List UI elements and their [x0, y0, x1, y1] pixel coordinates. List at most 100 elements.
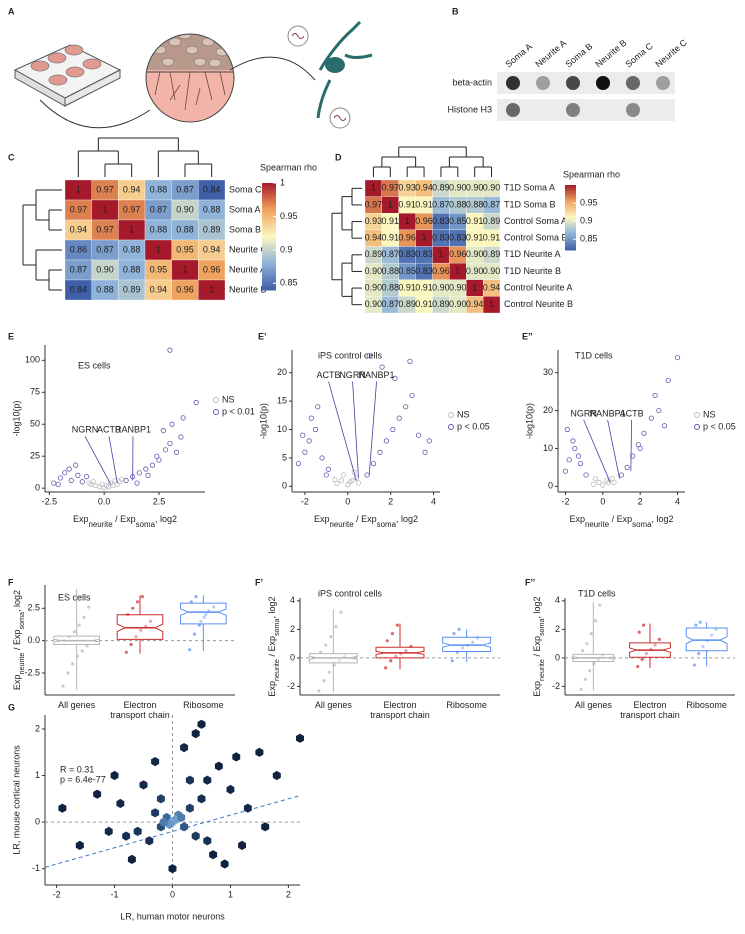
annotation: p = 6.4e-77 — [60, 774, 106, 784]
cell-label: 0.88 — [96, 284, 114, 294]
axis-label-part: soma — [17, 612, 26, 630]
axis-label: -log10(p) — [258, 403, 268, 439]
panel-label: F — [8, 577, 14, 587]
colorbar-title: Spearman rho — [260, 162, 317, 172]
x-tick-label: All genes — [574, 700, 612, 710]
data-point — [57, 475, 63, 481]
colorbar-step — [565, 225, 576, 228]
data-point — [366, 353, 372, 359]
axis-label: Expneurite / Expsoma, log2 — [73, 514, 177, 528]
data-point — [392, 375, 398, 381]
colorbar-step — [565, 230, 576, 233]
x-tick-label: 4 — [431, 496, 436, 506]
data-point — [390, 632, 394, 636]
hexbin-cell — [139, 780, 148, 790]
data-point — [379, 364, 385, 370]
colorbar-step — [262, 217, 276, 221]
chart-title: iPS control cells — [318, 350, 383, 360]
data-point — [384, 666, 388, 670]
cell-label: 0.95 — [176, 244, 194, 254]
data-point — [317, 689, 321, 693]
y-tick-label: -2.5 — [24, 667, 40, 677]
cell-label: 0.91 — [466, 216, 484, 226]
y-tick-label: 5 — [282, 452, 287, 462]
data-point — [422, 449, 428, 455]
colorbar-step — [565, 206, 576, 209]
cell-label: 0.89 — [432, 183, 450, 193]
legend-label: p < 0.01 — [222, 406, 255, 416]
hexbin-cell — [168, 864, 177, 874]
data-point — [99, 481, 105, 487]
data-point — [308, 415, 314, 421]
cell-label: 0.90 — [365, 282, 383, 292]
legend-marker — [213, 409, 219, 415]
panel-label: E’ — [258, 331, 267, 341]
colorbar-step — [262, 220, 276, 224]
cell-label: 0.89 — [203, 224, 221, 234]
cell-label: 0.91 — [415, 299, 433, 309]
blot-row-label: beta-actin — [452, 77, 492, 87]
colorbar-step — [565, 196, 576, 199]
data-point — [385, 639, 389, 643]
data-point — [61, 684, 65, 688]
data-point — [665, 377, 671, 383]
data-point — [55, 481, 61, 487]
colorbar-step — [565, 217, 576, 220]
legend-marker — [694, 424, 700, 430]
cell-label: 0.91 — [398, 199, 416, 209]
x-tick-label: 4 — [675, 496, 680, 506]
data-point — [370, 460, 377, 467]
plate-side — [64, 69, 121, 107]
data-point — [579, 687, 583, 691]
colorbar-step — [262, 247, 276, 251]
cell-label: 0.93 — [365, 216, 383, 226]
data-point — [68, 477, 74, 484]
data-point — [697, 652, 701, 656]
colorbar-step — [262, 204, 276, 208]
hexbin-cell — [261, 822, 270, 832]
axis-label-part: Exp — [267, 681, 277, 697]
data-point — [148, 619, 153, 623]
blot-column-label: Soma A — [503, 41, 534, 69]
cell-label: 0.95 — [150, 264, 168, 274]
colorbar-step — [565, 202, 576, 205]
chart-title: ES cells — [58, 592, 91, 602]
data-point — [624, 464, 630, 470]
x-tick-label: -1 — [111, 889, 119, 899]
data-point — [162, 447, 169, 453]
panel-label: B — [452, 6, 459, 16]
cell-label: 0.91 — [483, 233, 501, 243]
panel-label: F’ — [255, 577, 263, 587]
colorbar-step — [565, 224, 576, 227]
y-tick-label: 2 — [35, 723, 40, 733]
cell-label: 0.91 — [382, 216, 400, 226]
data-point — [652, 392, 658, 399]
data-point — [457, 627, 461, 631]
colorbar-step — [565, 246, 576, 249]
chart-title: T1D cells — [575, 350, 613, 360]
cell-label: 0.88 — [123, 264, 141, 274]
box — [180, 602, 227, 625]
blot-dot — [626, 103, 640, 117]
data-point — [640, 657, 644, 661]
x-tick-label: Electron transport chain — [110, 700, 170, 720]
colorbar-step — [262, 255, 276, 259]
data-point — [657, 637, 661, 641]
cell-label: 1 — [438, 249, 443, 259]
axis-label-part: / Exp — [354, 514, 377, 524]
axis-label-part: , log2 — [12, 590, 22, 612]
cell-label: 1 — [422, 233, 427, 243]
y-tick-label: 0 — [35, 816, 40, 826]
colorbar-step — [565, 243, 576, 246]
data-point — [710, 633, 714, 637]
y-tick-label: 1 — [35, 770, 40, 780]
hexbin-cell — [232, 752, 241, 762]
cell-label: 1 — [102, 204, 107, 214]
colorbar-step — [262, 271, 276, 275]
data-point — [323, 472, 329, 478]
data-point — [302, 449, 308, 455]
hexbin-cell — [110, 770, 119, 781]
data-point — [84, 474, 90, 480]
colorbar-step — [262, 212, 276, 216]
